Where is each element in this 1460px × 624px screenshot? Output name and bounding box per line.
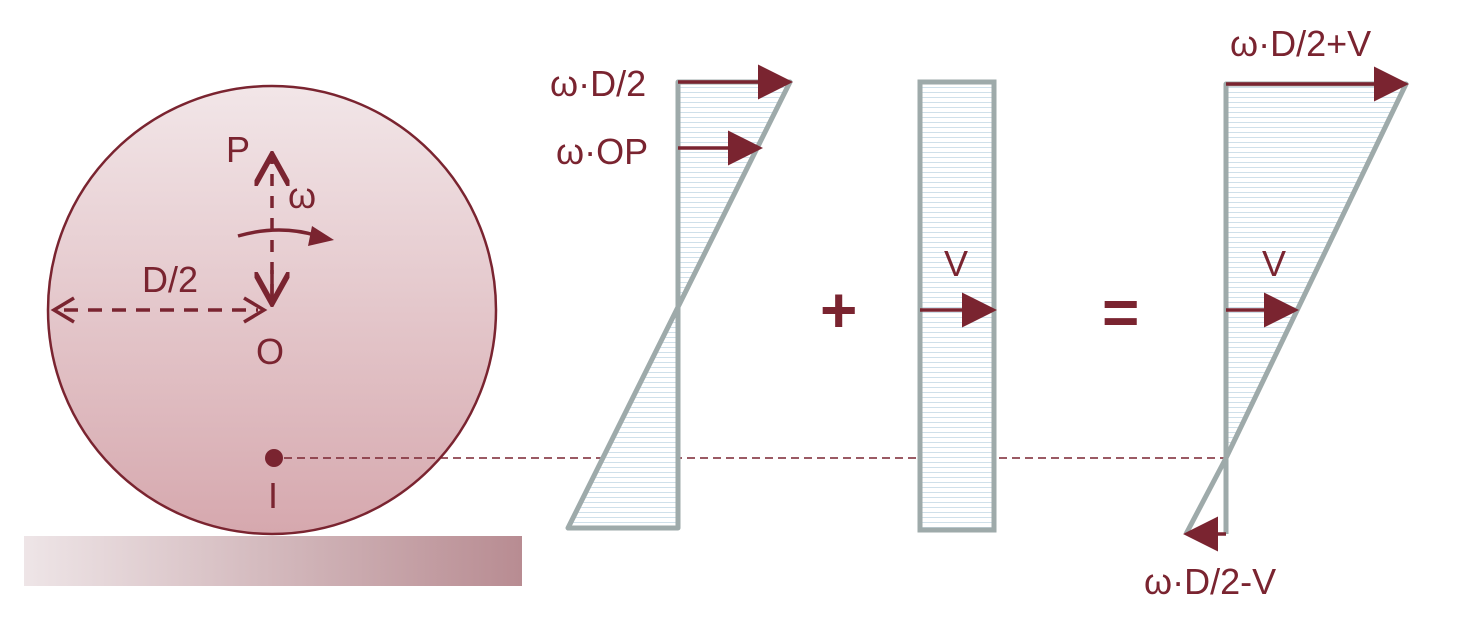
label-op-velocity: ω·OP — [556, 131, 648, 172]
label-bottom-combined-velocity: ω·D/2-V — [1144, 561, 1276, 602]
rotation-arrowhead — [308, 226, 334, 246]
label-omega: ω — [288, 175, 316, 216]
combined-velocity-profile — [1223, 81, 1409, 461]
wheel — [46, 84, 498, 536]
label-half-diameter: D/2 — [142, 259, 198, 300]
rotation-arrow — [237, 228, 319, 238]
label-translation-velocity: V — [944, 243, 968, 284]
half-diameter-right-arrowhead — [243, 296, 268, 324]
label-top-combined-velocity: ω·D/2+V — [1230, 23, 1371, 64]
plus-sign: + — [820, 274, 857, 346]
label-top-rotation-velocity: ω·D/2 — [550, 63, 646, 104]
label-i: I — [268, 475, 278, 516]
translation-velocity-profile — [917, 79, 997, 533]
ground-surface — [24, 536, 522, 586]
equals-sign: = — [1102, 276, 1139, 348]
contact-point-dot — [265, 449, 283, 467]
combined-lower-edge — [1183, 456, 1229, 536]
half-diameter-left-arrowhead — [50, 296, 75, 324]
label-p: P — [226, 129, 250, 170]
label-o: O — [256, 331, 284, 372]
label-center-velocity: V — [1262, 243, 1286, 284]
